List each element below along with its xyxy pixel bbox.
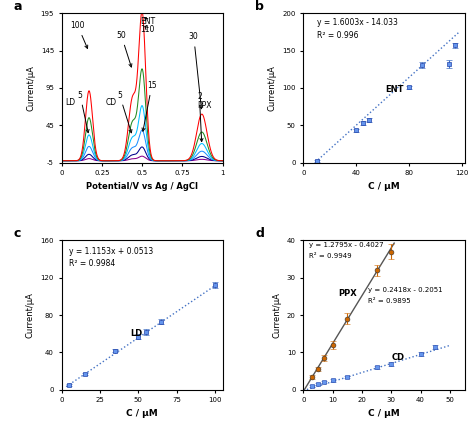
- Text: CD: CD: [105, 98, 116, 107]
- Y-axis label: Current/μA: Current/μA: [272, 292, 281, 338]
- Text: c: c: [13, 227, 21, 240]
- Text: 5: 5: [117, 91, 132, 133]
- X-axis label: C / μM: C / μM: [127, 409, 158, 418]
- Text: d: d: [255, 227, 264, 240]
- Text: y = 1.2795x - 0.4027: y = 1.2795x - 0.4027: [309, 242, 384, 248]
- Text: R² = 0.9949: R² = 0.9949: [309, 254, 352, 259]
- Y-axis label: Current/μA: Current/μA: [268, 65, 277, 111]
- Y-axis label: Current/μA: Current/μA: [26, 292, 35, 338]
- Text: 100: 100: [71, 21, 88, 49]
- Text: 110: 110: [141, 25, 155, 34]
- Text: a: a: [13, 0, 22, 13]
- Text: 15: 15: [142, 81, 157, 131]
- Text: PPX: PPX: [197, 101, 211, 110]
- Text: y = 0.2418x - 0.2051: y = 0.2418x - 0.2051: [368, 287, 442, 293]
- Text: 2: 2: [197, 92, 203, 141]
- Text: LD: LD: [131, 328, 143, 338]
- Y-axis label: Current/μA: Current/μA: [26, 65, 35, 111]
- X-axis label: Potential/V vs Ag / AgCl: Potential/V vs Ag / AgCl: [86, 182, 198, 191]
- Text: R² = 0.996: R² = 0.996: [317, 31, 358, 40]
- Text: b: b: [255, 0, 264, 13]
- X-axis label: C / μM: C / μM: [368, 182, 400, 191]
- Text: ENT: ENT: [385, 85, 404, 94]
- Text: 30: 30: [189, 32, 202, 109]
- Text: PPX: PPX: [338, 290, 357, 298]
- Text: 5: 5: [78, 91, 89, 133]
- Text: ENT: ENT: [140, 17, 155, 25]
- Text: 50: 50: [117, 31, 132, 67]
- Text: CD: CD: [391, 353, 404, 362]
- Text: y = 1.6003x - 14.033: y = 1.6003x - 14.033: [317, 18, 397, 27]
- X-axis label: C / μM: C / μM: [368, 409, 400, 418]
- Text: R² = 0.9895: R² = 0.9895: [368, 298, 410, 304]
- Text: R² = 0.9984: R² = 0.9984: [69, 259, 116, 268]
- Text: LD: LD: [65, 98, 76, 107]
- Text: y = 1.1153x + 0.0513: y = 1.1153x + 0.0513: [69, 247, 154, 256]
